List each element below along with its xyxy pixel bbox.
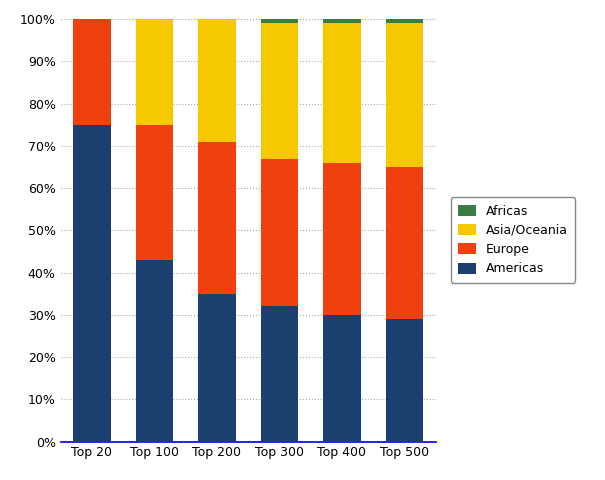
Bar <box>73 19 111 125</box>
Bar <box>323 315 361 442</box>
Bar <box>261 306 298 442</box>
Bar <box>136 19 173 125</box>
Bar <box>323 163 361 315</box>
Bar <box>198 142 235 294</box>
Bar <box>385 167 423 319</box>
Bar <box>323 24 361 163</box>
Bar <box>136 260 173 442</box>
Bar <box>385 19 423 24</box>
Legend: Africas, Asia/Oceania, Europe, Americas: Africas, Asia/Oceania, Europe, Americas <box>451 197 575 283</box>
Bar <box>198 19 235 142</box>
Bar <box>136 125 173 260</box>
Bar <box>73 125 111 442</box>
Bar <box>385 319 423 442</box>
Bar <box>323 19 361 24</box>
Bar <box>261 158 298 306</box>
Bar <box>261 19 298 24</box>
Bar <box>198 294 235 442</box>
Bar <box>261 24 298 158</box>
Bar <box>385 24 423 167</box>
